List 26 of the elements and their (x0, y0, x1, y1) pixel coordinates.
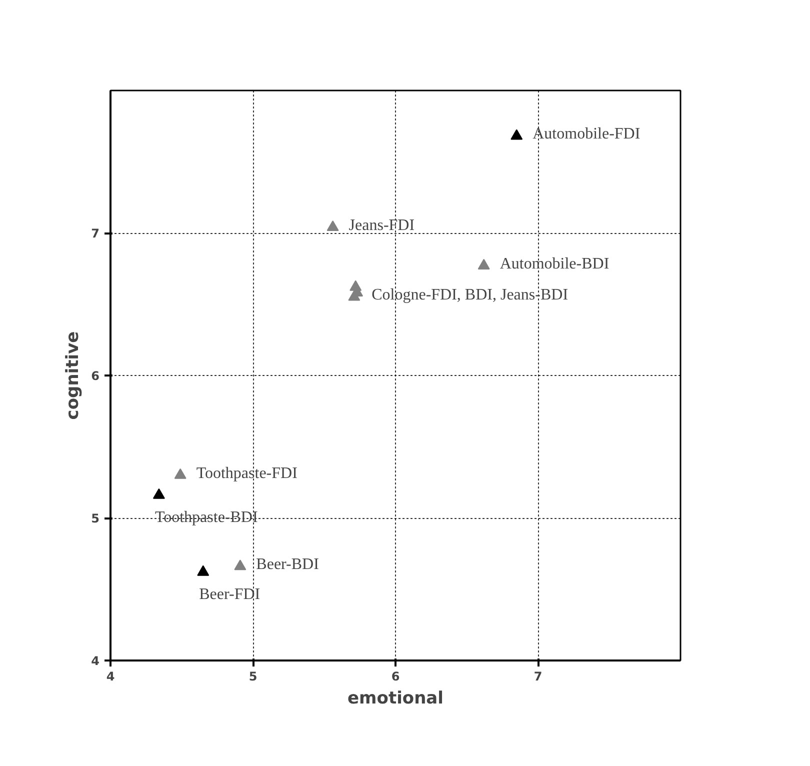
annotation: Cologne-FDI, BDI, Jeans-BDI (372, 286, 568, 304)
annotation: Automobile-BDI (500, 255, 610, 272)
annotation: Beer-FDI (199, 586, 260, 604)
y-tick-label: 7 (91, 226, 100, 240)
y-tick-label: 4 (91, 654, 100, 668)
x-axis-title: emotional (348, 688, 444, 708)
x-tick-label: 5 (248, 670, 258, 684)
annotation: Beer-BDI (256, 556, 319, 573)
point (478, 258, 490, 270)
annotation: Toothpaste-BDI (154, 509, 258, 526)
point (510, 129, 523, 140)
x-tick-label: 6 (391, 670, 400, 684)
x-tick-label: 4 (106, 670, 115, 684)
point (197, 565, 210, 576)
y-tick-label: 6 (91, 369, 100, 383)
point (348, 290, 360, 301)
point (152, 488, 165, 499)
x-tick-label: 7 (534, 670, 542, 684)
point (234, 560, 246, 570)
point (326, 220, 339, 231)
annotation: Jeans-FDI (348, 216, 415, 234)
point (174, 468, 186, 479)
y-axis-title: cognitive (63, 331, 84, 420)
y-tick-label: 5 (91, 512, 100, 526)
annotation: Automobile-FDI (532, 126, 640, 143)
annotation: Toothpaste-FDI (196, 464, 298, 482)
